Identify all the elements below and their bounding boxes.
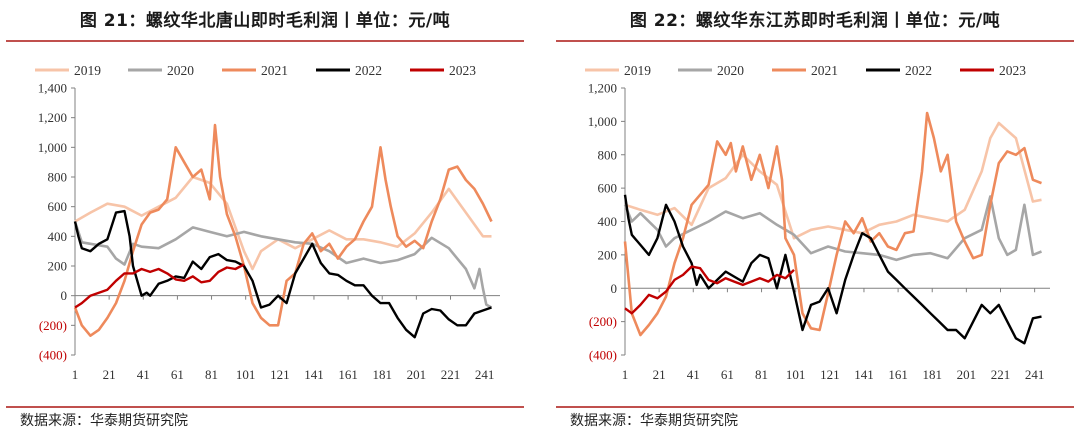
y-tick-label: 600: [48, 199, 68, 214]
x-tick-label: 21: [653, 367, 666, 382]
x-tick-label: 221: [441, 367, 461, 382]
series-line-2023: [624, 265, 795, 315]
y-tick-label: 1,000: [588, 114, 617, 129]
y-tick-label: 800: [48, 170, 68, 185]
y-tick-label: 600: [598, 181, 618, 196]
x-tick-label: 81: [755, 367, 768, 382]
y-tick-label: (400): [589, 348, 617, 363]
y-tick-label: 400: [48, 229, 68, 244]
y-tick-label: 1,400: [38, 81, 67, 96]
x-tick-label: 101: [786, 367, 806, 382]
series-line-2020: [73, 221, 493, 309]
legend-label-2022: 2022: [905, 63, 932, 78]
x-tick-label: 1: [622, 367, 629, 382]
x-tick-label: 181: [922, 367, 942, 382]
y-tick-label: 0: [61, 288, 68, 303]
legend-label-2019: 2019: [624, 63, 651, 78]
x-tick-label: 141: [854, 367, 874, 382]
y-tick-label: 400: [598, 214, 618, 229]
y-tick-label: 1,000: [38, 140, 67, 155]
series-line-2019: [624, 121, 1042, 240]
y-tick-label: (200): [39, 318, 67, 333]
x-tick-label: 161: [888, 367, 908, 382]
legend-label-2023: 2023: [999, 63, 1026, 78]
title-divider: [6, 40, 524, 42]
x-tick-label: 201: [407, 367, 427, 382]
x-tick-label: 241: [475, 367, 495, 382]
series-line-2022: [73, 209, 492, 339]
series-line-2022: [623, 194, 1042, 345]
x-tick-label: 141: [304, 367, 324, 382]
x-tick-label: 221: [991, 367, 1011, 382]
legend: 2019 2020 2021 2022 2023: [35, 63, 476, 78]
x-tick-label: 241: [1025, 367, 1045, 382]
source-divider: [556, 406, 1074, 408]
series-line-2021: [623, 111, 1042, 337]
series-line-2020: [623, 195, 1042, 262]
data-source: 数据来源：华泰期货研究院: [570, 413, 738, 429]
chart-title: 图 21：螺纹华北唐山即时毛利润丨单位：元/吨: [79, 11, 451, 31]
x-tick-label: 121: [820, 367, 840, 382]
y-tick-label: 0: [611, 281, 618, 296]
title-divider: [556, 40, 1074, 42]
x-tick-label: 61: [171, 367, 184, 382]
source-divider: [6, 406, 524, 408]
legend-label-2022: 2022: [355, 63, 382, 78]
y-tick-label: 1,200: [588, 81, 617, 96]
x-tick-label: 21: [103, 367, 116, 382]
chart-title: 图 22：螺纹华东江苏即时毛利润丨单位：元/吨: [629, 11, 1001, 31]
series-line-2019: [74, 175, 492, 271]
x-tick-label: 101: [236, 367, 256, 382]
y-tick-label: 200: [48, 259, 68, 274]
series-line-2021: [73, 123, 493, 338]
legend-label-2023: 2023: [449, 63, 476, 78]
x-tick-label: 161: [338, 367, 358, 382]
x-tick-label: 121: [270, 367, 290, 382]
y-tick-label: (200): [589, 314, 617, 329]
x-tick-label: 201: [957, 367, 977, 382]
y-tick-label: 800: [598, 147, 618, 162]
y-tick-label: (400): [39, 348, 67, 363]
x-tick-label: 41: [137, 367, 150, 382]
series-line-2023: [74, 263, 245, 309]
legend-label-2020: 2020: [717, 63, 744, 78]
x-tick-label: 181: [372, 367, 392, 382]
legend: 2019 2020 2021 2022 2023: [585, 63, 1026, 78]
legend-label-2021: 2021: [261, 63, 288, 78]
legend-label-2019: 2019: [74, 63, 101, 78]
legend-label-2021: 2021: [811, 63, 838, 78]
x-tick-label: 81: [205, 367, 218, 382]
chart-panel-right: 图 22：螺纹华东江苏即时毛利润丨单位：元/吨 (400) (200) 0 200 40…: [550, 0, 1080, 434]
y-tick-label: 1,200: [38, 110, 67, 125]
y-tick-label: 200: [598, 247, 618, 262]
x-tick-label: 1: [72, 367, 79, 382]
x-tick-label: 61: [721, 367, 734, 382]
x-tick-label: 41: [687, 367, 700, 382]
legend-label-2020: 2020: [167, 63, 194, 78]
data-source: 数据来源：华泰期货研究院: [20, 413, 188, 429]
chart-panel-left: 图 21：螺纹华北唐山即时毛利润丨单位：元/吨 (400) (200) 0 200 40…: [0, 0, 530, 434]
